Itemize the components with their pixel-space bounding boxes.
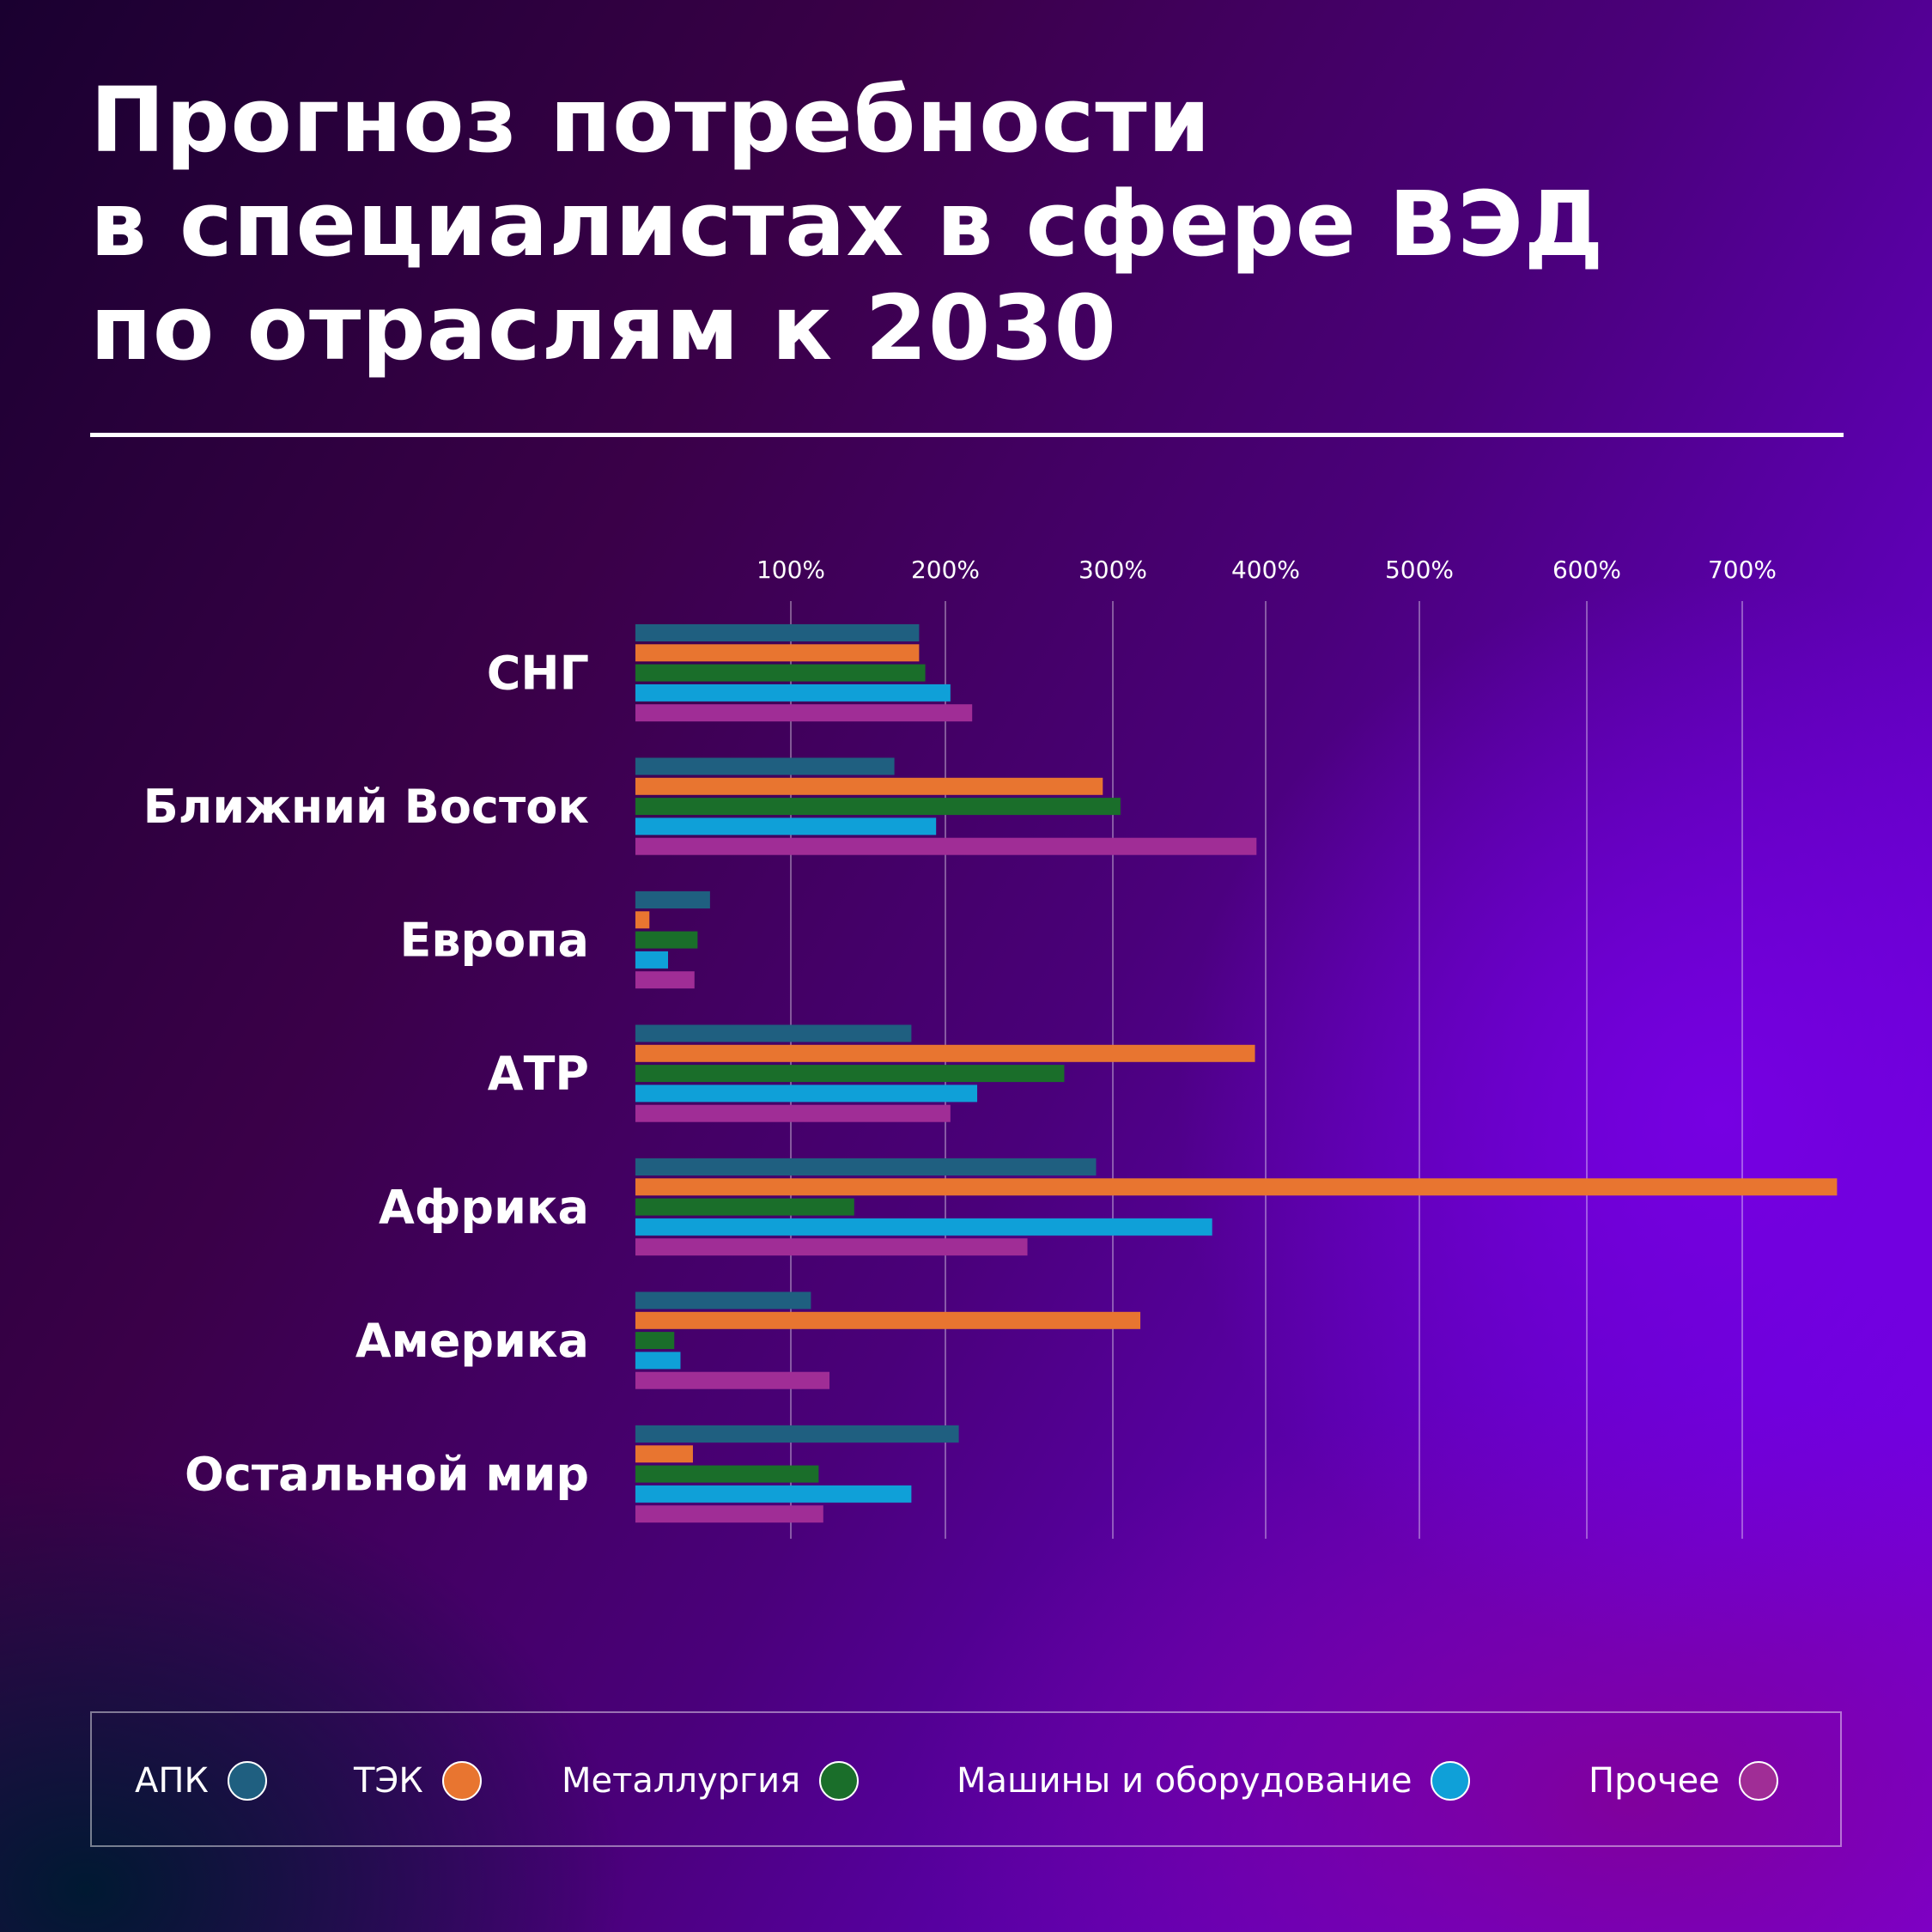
bar xyxy=(635,1104,951,1122)
legend-swatch xyxy=(1431,1761,1471,1801)
legend-item: Металлургия xyxy=(562,1713,860,1849)
legend-label: Металлургия xyxy=(562,1761,801,1801)
legend-swatch xyxy=(1738,1761,1778,1801)
bar xyxy=(635,1465,819,1483)
bar xyxy=(635,1332,675,1350)
bar xyxy=(635,1505,823,1523)
category-label: Европа xyxy=(399,914,589,968)
category-label: СНГ xyxy=(487,647,589,701)
legend-label: Машины и оборудование xyxy=(957,1761,1413,1801)
x-tick-label: 200% xyxy=(911,556,980,584)
category-label: АТР xyxy=(488,1047,589,1101)
legend-swatch xyxy=(441,1761,482,1801)
bar xyxy=(635,704,973,722)
x-tick-label: 100% xyxy=(756,556,825,584)
legend-label: ТЭК xyxy=(354,1761,423,1801)
bar xyxy=(635,1158,1097,1176)
title-divider xyxy=(90,433,1844,437)
bar xyxy=(635,1198,854,1216)
bar xyxy=(635,1178,1838,1196)
bar xyxy=(635,644,920,662)
title-line-1: Прогноз потребности xyxy=(90,68,1212,173)
x-tick-label: 500% xyxy=(1385,556,1454,584)
legend-label: АПК xyxy=(135,1761,209,1801)
bar xyxy=(635,664,926,682)
bar xyxy=(635,1065,1065,1083)
bar xyxy=(635,817,937,835)
category-label: Остальной мир xyxy=(185,1448,589,1502)
bar xyxy=(635,1425,959,1443)
bar xyxy=(635,1044,1255,1062)
x-tick-label: 300% xyxy=(1078,556,1147,584)
category-label: Ближний Восток xyxy=(143,780,589,834)
bar xyxy=(635,1371,829,1389)
bar xyxy=(635,931,698,949)
legend: АПК ТЭК Металлургия Машины и оборудование Пр… xyxy=(90,1711,1842,1847)
legend-item: Прочее xyxy=(1589,1713,1778,1849)
bar xyxy=(635,798,1121,816)
bar xyxy=(635,837,1257,855)
category-label: Америка xyxy=(355,1314,589,1368)
bar xyxy=(635,1238,1028,1256)
bar xyxy=(635,683,951,702)
bar xyxy=(635,757,895,775)
x-tick-label: 700% xyxy=(1708,556,1777,584)
bar xyxy=(635,951,669,969)
bar xyxy=(635,1485,912,1503)
bar xyxy=(635,1445,693,1463)
bar xyxy=(635,1218,1212,1236)
bar xyxy=(635,1024,912,1042)
x-tick-label: 600% xyxy=(1552,556,1621,584)
legend-swatch xyxy=(227,1761,267,1801)
bar xyxy=(635,1311,1141,1329)
bar xyxy=(635,624,920,641)
bar xyxy=(635,911,650,929)
bar-chart: 100% 200% 300% 400% 500% 600% 700% СНГ Ближний В… xyxy=(143,556,1838,1523)
category-label: Африка xyxy=(379,1181,589,1235)
bar xyxy=(635,971,695,989)
bar xyxy=(635,1291,811,1309)
bar xyxy=(635,1084,978,1103)
legend-item: Машины и оборудование xyxy=(957,1713,1471,1849)
bar xyxy=(635,777,1103,795)
title-line-2: в специалистах в сфере ВЭД xyxy=(90,172,1605,276)
title-line-3: по отраслям к 2030 xyxy=(90,276,1117,380)
legend-item: АПК xyxy=(135,1713,267,1849)
bar xyxy=(635,891,710,908)
legend-item: ТЭК xyxy=(354,1713,482,1849)
bar xyxy=(635,1352,681,1370)
page-title: Прогноз потребности в специалистах в сфе… xyxy=(90,69,1604,380)
x-tick-label: 400% xyxy=(1231,556,1300,584)
legend-swatch xyxy=(819,1761,860,1801)
legend-label: Прочее xyxy=(1589,1761,1720,1801)
